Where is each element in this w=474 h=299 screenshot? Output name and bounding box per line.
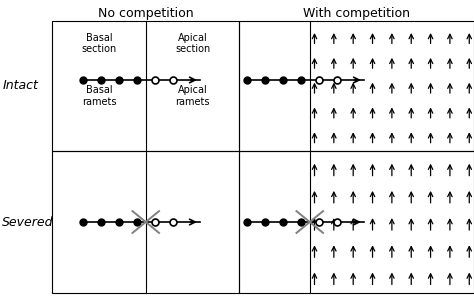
Text: Intact: Intact — [2, 80, 38, 92]
Text: Apical
section: Apical section — [175, 33, 210, 54]
Bar — [239, 21, 474, 151]
Text: With competition: With competition — [303, 7, 410, 20]
Text: Apical
ramets: Apical ramets — [175, 85, 210, 107]
Bar — [52, 21, 239, 151]
Text: Severed: Severed — [2, 216, 54, 228]
Text: No competition: No competition — [98, 7, 193, 20]
Text: Basal
ramets: Basal ramets — [82, 85, 116, 107]
Bar — [52, 151, 239, 293]
Text: Basal
section: Basal section — [82, 33, 117, 54]
Bar — [239, 151, 474, 293]
